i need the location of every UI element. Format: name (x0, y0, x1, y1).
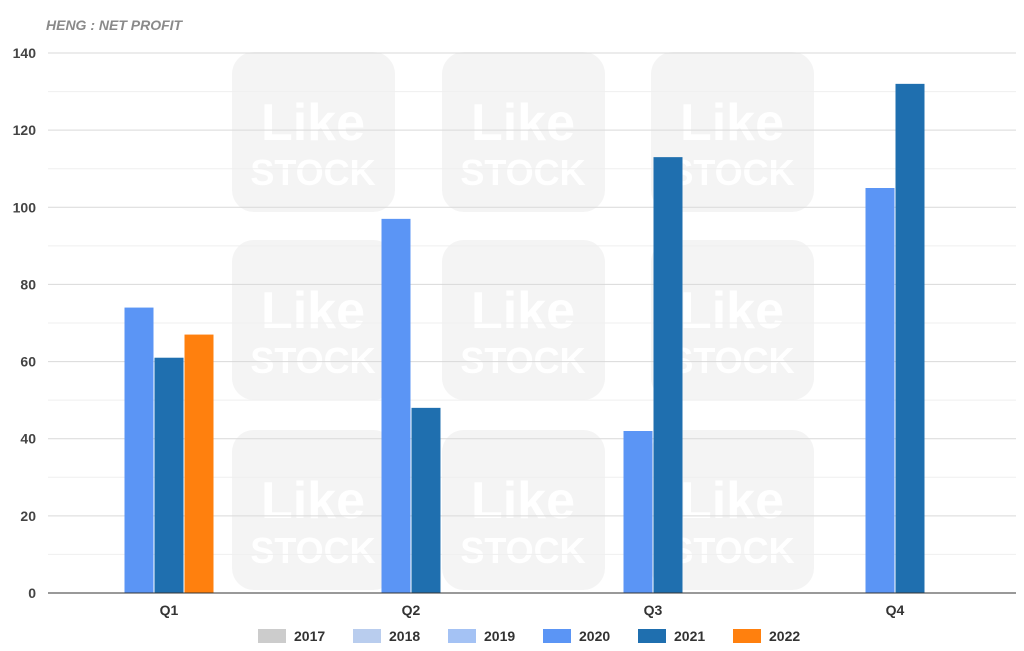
legend-label: 2022 (769, 628, 800, 644)
watermark-line2: STOCK (250, 530, 375, 571)
legend-swatch (258, 629, 286, 643)
watermark-line1: Like (471, 472, 575, 530)
bar-2021-Q4 (895, 83, 925, 593)
legend-swatch (448, 629, 476, 643)
y-tick-label: 100 (13, 199, 37, 215)
x-tick-label: Q2 (402, 602, 421, 618)
bar-2020-Q1 (124, 307, 154, 593)
legend-swatch (733, 629, 761, 643)
legend-item-2018: 2018 (353, 628, 420, 644)
y-axis: 0 20 40 60 80 100 120 140 (13, 45, 37, 601)
watermark-line2: STOCK (669, 152, 794, 193)
bar-2022-Q1 (184, 334, 214, 593)
legend: 2017 2018 2019 2020 2021 2022 (258, 628, 800, 644)
legend-label: 2018 (389, 628, 420, 644)
watermark-line2: STOCK (669, 340, 794, 381)
legend-swatch (638, 629, 666, 643)
legend-label: 2017 (294, 628, 325, 644)
y-tick-label: 40 (20, 431, 36, 447)
y-tick-label: 60 (20, 354, 36, 370)
watermark-line2: STOCK (460, 530, 585, 571)
y-tick-label: 0 (28, 585, 36, 601)
watermark-line2: STOCK (669, 530, 794, 571)
watermark-line2: STOCK (250, 340, 375, 381)
y-tick-label: 140 (13, 45, 37, 61)
bar-2020-Q4 (865, 188, 895, 593)
watermark-line1: Like (680, 94, 784, 152)
legend-label: 2021 (674, 628, 705, 644)
legend-label: 2020 (579, 628, 610, 644)
legend-label: 2019 (484, 628, 515, 644)
x-tick-label: Q4 (886, 602, 905, 618)
watermark-layer: LikeSTOCKLikeSTOCKLikeSTOCKLikeSTOCKLike… (232, 52, 814, 590)
watermark-line2: STOCK (460, 152, 585, 193)
legend-swatch (543, 629, 571, 643)
watermark-line1: Like (471, 282, 575, 340)
bar-2021-Q2 (411, 407, 441, 593)
watermark-line1: Like (261, 94, 365, 152)
legend-item-2017: 2017 (258, 628, 325, 644)
x-tick-label: Q1 (160, 602, 179, 618)
legend-item-2022: 2022 (733, 628, 800, 644)
watermark-line1: Like (680, 472, 784, 530)
bar-2021-Q3 (653, 157, 683, 593)
watermark-line1: Like (261, 282, 365, 340)
watermark-line2: STOCK (250, 152, 375, 193)
legend-item-2020: 2020 (543, 628, 610, 644)
x-tick-label: Q3 (644, 602, 663, 618)
legend-swatch (353, 629, 381, 643)
y-tick-label: 20 (20, 508, 36, 524)
x-axis: Q1 Q2 Q3 Q4 (48, 592, 1016, 618)
bar-2021-Q1 (154, 357, 184, 593)
legend-item-2021: 2021 (638, 628, 705, 644)
watermark-line1: Like (261, 472, 365, 530)
bar-2020-Q3 (623, 431, 653, 593)
y-tick-label: 80 (20, 276, 36, 292)
chart-title: HENG : NET PROFIT (46, 17, 183, 33)
legend-item-2019: 2019 (448, 628, 515, 644)
watermark-line1: Like (471, 94, 575, 152)
bar-2020-Q2 (381, 218, 411, 593)
bars (124, 83, 925, 593)
watermark-line2: STOCK (460, 340, 585, 381)
y-tick-label: 120 (13, 122, 37, 138)
watermark-line1: Like (680, 282, 784, 340)
